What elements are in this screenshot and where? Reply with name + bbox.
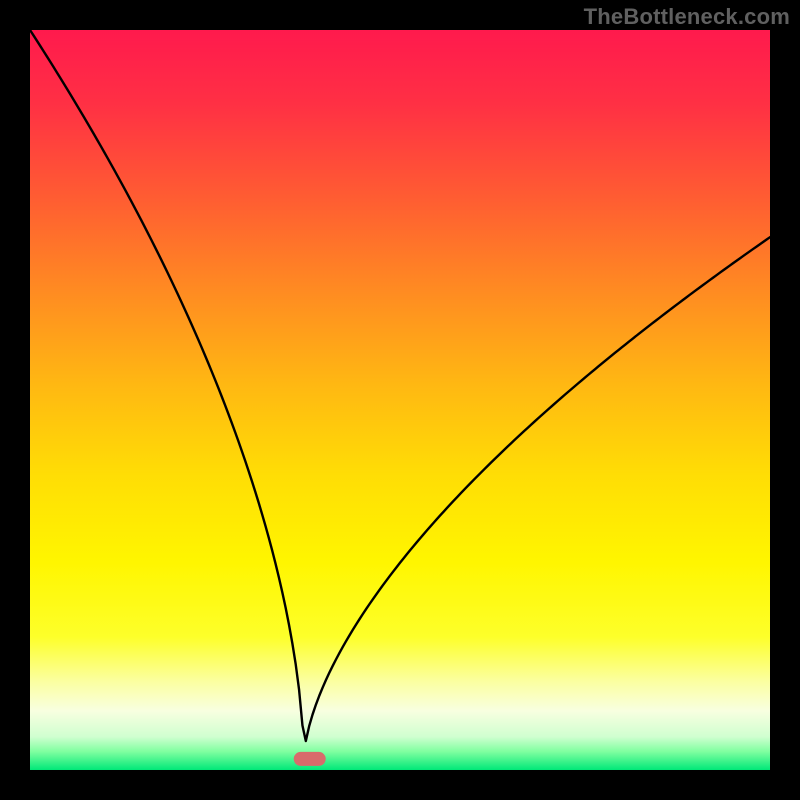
chart-svg [0,0,800,800]
optimal-marker [294,752,326,766]
plot-area [30,30,770,770]
chart-container: TheBottleneck.com [0,0,800,800]
watermark-text: TheBottleneck.com [584,4,790,30]
